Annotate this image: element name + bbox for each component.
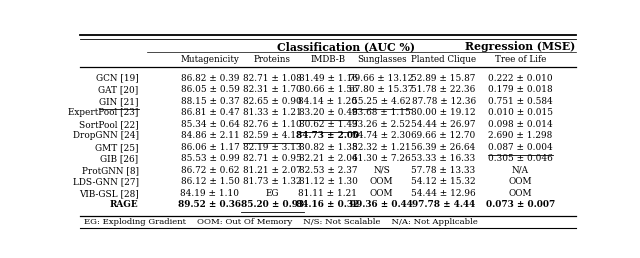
Text: 80.66 ± 1.56: 80.66 ± 1.56 (299, 85, 357, 94)
Text: 56.39 ± 26.64: 56.39 ± 26.64 (412, 143, 476, 152)
Text: 82.21 ± 2.04: 82.21 ± 2.04 (299, 154, 357, 163)
Text: LDS-GNN [27]: LDS-GNN [27] (72, 178, 138, 187)
Text: 81.12 ± 1.30: 81.12 ± 1.30 (299, 178, 357, 187)
Text: 82.71 ± 0.95: 82.71 ± 0.95 (243, 154, 302, 163)
Text: GIB [26]: GIB [26] (100, 154, 138, 163)
Text: IMDB-B: IMDB-B (310, 55, 346, 64)
Text: 86.82 ± 0.39: 86.82 ± 0.39 (180, 74, 239, 83)
Text: 86.72 ± 0.62: 86.72 ± 0.62 (180, 166, 239, 175)
Text: 86.81 ± 0.47: 86.81 ± 0.47 (180, 108, 239, 117)
Text: Sunglasses: Sunglasses (356, 55, 406, 64)
Text: 81.33 ± 1.21: 81.33 ± 1.21 (243, 108, 302, 117)
Text: 81.11 ± 1.21: 81.11 ± 1.21 (298, 189, 358, 198)
Text: 80.62 ± 1.43: 80.62 ± 1.43 (299, 120, 357, 129)
Text: 54.44 ± 12.96: 54.44 ± 12.96 (412, 189, 476, 198)
Text: 82.76 ± 1.10: 82.76 ± 1.10 (243, 120, 302, 129)
Text: RAGE: RAGE (110, 200, 138, 209)
Text: 54.74 ± 2.30: 54.74 ± 2.30 (352, 131, 411, 140)
Text: 0.305 ± 0.046: 0.305 ± 0.046 (488, 154, 553, 163)
Text: 84.16 ± 0.32: 84.16 ± 0.32 (296, 200, 360, 209)
Text: GCN [19]: GCN [19] (96, 74, 138, 83)
Text: 83.20 ± 0.48: 83.20 ± 0.48 (299, 108, 357, 117)
Text: 79.66 ± 13.12: 79.66 ± 13.12 (349, 74, 413, 83)
Text: 82.53 ± 2.37: 82.53 ± 2.37 (299, 166, 357, 175)
Text: 51.78 ± 22.36: 51.78 ± 22.36 (412, 85, 476, 94)
Text: 82.31 ± 1.70: 82.31 ± 1.70 (243, 85, 302, 94)
Text: 61.30 ± 7.26: 61.30 ± 7.26 (352, 154, 411, 163)
Text: 2.690 ± 1.298: 2.690 ± 1.298 (488, 131, 552, 140)
Text: 86.12 ± 1.50: 86.12 ± 1.50 (180, 178, 239, 187)
Text: 85.34 ± 0.64: 85.34 ± 0.64 (180, 120, 239, 129)
Text: GIN [21]: GIN [21] (99, 97, 138, 106)
Text: 82.19 ± 3.13: 82.19 ± 3.13 (243, 143, 302, 152)
Text: 85.20 ± 0.93: 85.20 ± 0.93 (241, 200, 304, 209)
Text: 0.087 ± 0.004: 0.087 ± 0.004 (488, 143, 553, 152)
Text: 0.222 ± 0.010: 0.222 ± 0.010 (488, 74, 553, 83)
Text: Regression (MSE): Regression (MSE) (465, 41, 575, 52)
Text: Mutagenicity: Mutagenicity (180, 55, 239, 64)
Text: VIB-GSL [28]: VIB-GSL [28] (79, 189, 138, 198)
Text: 97.78 ± 4.44: 97.78 ± 4.44 (412, 200, 475, 209)
Text: 54.12 ± 15.32: 54.12 ± 15.32 (412, 178, 476, 187)
Text: 57.78 ± 13.33: 57.78 ± 13.33 (412, 166, 476, 175)
Text: 81.73 ± 1.32: 81.73 ± 1.32 (243, 178, 302, 187)
Text: SortPool [22]: SortPool [22] (79, 120, 138, 129)
Text: 0.073 ± 0.007: 0.073 ± 0.007 (486, 200, 555, 209)
Text: 89.52 ± 0.36: 89.52 ± 0.36 (179, 200, 241, 209)
Text: 84.19 ± 1.10: 84.19 ± 1.10 (180, 189, 239, 198)
Text: N/A: N/A (512, 166, 529, 175)
Text: 84.14 ± 1.20: 84.14 ± 1.20 (298, 97, 358, 106)
Text: OOM: OOM (509, 189, 532, 198)
Text: DropGNN [24]: DropGNN [24] (72, 131, 138, 140)
Text: 55.25 ± 4.62: 55.25 ± 4.62 (352, 97, 411, 106)
Text: 52.89 ± 15.87: 52.89 ± 15.87 (412, 74, 476, 83)
Text: 54.44 ± 26.97: 54.44 ± 26.97 (412, 120, 476, 129)
Text: 80.00 ± 19.12: 80.00 ± 19.12 (412, 108, 476, 117)
Text: ExpertPool [23]: ExpertPool [23] (68, 108, 138, 117)
Text: Proteins: Proteins (254, 55, 291, 64)
Text: GMT [25]: GMT [25] (95, 143, 138, 152)
Text: 0.098 ± 0.014: 0.098 ± 0.014 (488, 120, 553, 129)
Text: 81.21 ± 2.07: 81.21 ± 2.07 (243, 166, 302, 175)
Text: 84.86 ± 2.11: 84.86 ± 2.11 (180, 131, 239, 140)
Text: EG: EG (266, 189, 279, 198)
Text: 82.71 ± 1.08: 82.71 ± 1.08 (243, 74, 302, 83)
Text: EG: Exploding Gradient    OOM: Out Of Memory    N/S: Not Scalable    N/A: Not Ap: EG: Exploding Gradient OOM: Out Of Memor… (84, 218, 478, 226)
Text: 80.82 ± 1.38: 80.82 ± 1.38 (299, 143, 357, 152)
Text: 88.15 ± 0.37: 88.15 ± 0.37 (180, 97, 239, 106)
Text: 82.65 ± 0.90: 82.65 ± 0.90 (243, 97, 302, 106)
Text: 0.751 ± 0.584: 0.751 ± 0.584 (488, 97, 553, 106)
Text: 0.179 ± 0.018: 0.179 ± 0.018 (488, 85, 553, 94)
Text: 85.53 ± 0.99: 85.53 ± 0.99 (180, 154, 239, 163)
Text: N/S: N/S (373, 166, 390, 175)
Text: 53.33 ± 16.33: 53.33 ± 16.33 (412, 154, 476, 163)
Text: Classification (AUC %): Classification (AUC %) (277, 41, 415, 52)
Text: 93.68 ± 1.15: 93.68 ± 1.15 (352, 108, 411, 117)
Text: 0.010 ± 0.015: 0.010 ± 0.015 (488, 108, 553, 117)
Text: ProtGNN [8]: ProtGNN [8] (81, 166, 138, 175)
Text: Planted Clique: Planted Clique (411, 55, 476, 64)
Text: 86.06 ± 1.17: 86.06 ± 1.17 (180, 143, 239, 152)
Text: 86.05 ± 0.59: 86.05 ± 0.59 (180, 85, 239, 94)
Text: GAT [20]: GAT [20] (99, 85, 138, 94)
Text: Tree of Life: Tree of Life (495, 55, 546, 64)
Text: 82.59 ± 4.13: 82.59 ± 4.13 (243, 131, 302, 140)
Text: OOM: OOM (509, 178, 532, 187)
Text: 67.80 ± 15.37: 67.80 ± 15.37 (349, 85, 413, 94)
Text: 81.49 ± 1.16: 81.49 ± 1.16 (299, 74, 357, 83)
Text: 87.78 ± 12.36: 87.78 ± 12.36 (412, 97, 476, 106)
Text: 84.73 ± 2.00: 84.73 ± 2.00 (296, 131, 360, 140)
Text: 69.66 ± 12.70: 69.66 ± 12.70 (412, 131, 476, 140)
Text: 52.32 ± 1.21: 52.32 ± 1.21 (352, 143, 411, 152)
Text: OOM: OOM (370, 189, 394, 198)
Text: 99.36 ± 0.44: 99.36 ± 0.44 (350, 200, 413, 209)
Text: 93.26 ± 2.52: 93.26 ± 2.52 (352, 120, 411, 129)
Text: OOM: OOM (370, 178, 394, 187)
